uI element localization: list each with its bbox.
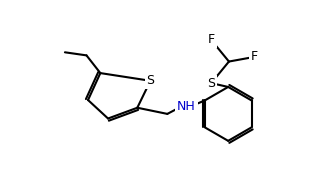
- Text: S: S: [146, 74, 155, 87]
- Text: NH: NH: [177, 100, 196, 113]
- Text: S: S: [207, 77, 215, 90]
- Text: F: F: [208, 33, 215, 46]
- Text: F: F: [251, 50, 258, 63]
